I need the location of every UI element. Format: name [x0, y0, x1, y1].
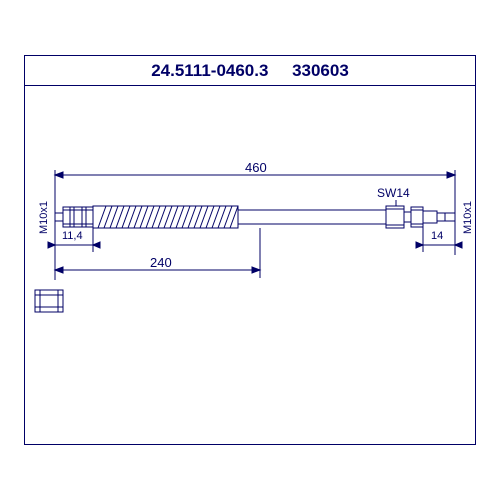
- thread-right: M10x1: [462, 198, 474, 234]
- dim-240: 240: [150, 255, 172, 270]
- thread-left: M10x1: [38, 198, 50, 234]
- dim-460: 460: [245, 160, 267, 175]
- dim-14: 14: [431, 230, 443, 242]
- sw14-label: SW14: [377, 186, 410, 200]
- technical-drawing: [0, 0, 500, 500]
- diagram-container: { "title": { "part_number": "24.5111-046…: [0, 0, 500, 500]
- dim-11-4: 11,4: [62, 230, 83, 242]
